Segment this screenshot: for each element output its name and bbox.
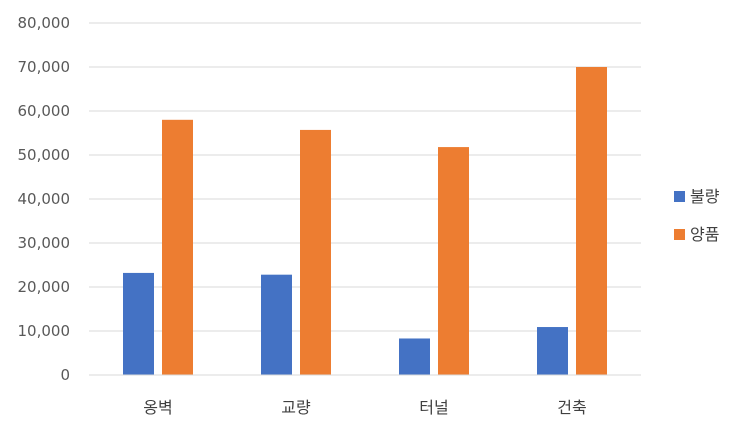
y-tick-label: 0 (60, 366, 70, 384)
legend-item-defect: 불량 (674, 187, 720, 206)
legend-swatch-good (674, 229, 685, 240)
bar-defect-2 (261, 274, 292, 375)
x-category-label: 건축 (557, 398, 586, 417)
bar-good-3 (438, 147, 469, 375)
bar-defect-1 (123, 272, 154, 375)
x-axis-category-labels: 옹벽 교량 터널 건축 (143, 398, 586, 417)
y-axis-tick-labels: 0 10,000 20,000 30,000 40,000 50,000 60,000 70,… (18, 14, 71, 384)
legend-label-defect: 불량 (690, 187, 720, 206)
bar-defect-3 (399, 338, 430, 375)
y-tick-label: 80,000 (18, 14, 71, 32)
bar-good-2 (300, 129, 331, 375)
y-tick-label: 30,000 (18, 234, 71, 252)
y-tick-label: 40,000 (18, 190, 71, 208)
bar-defect-4 (537, 327, 568, 375)
legend-label-good: 양품 (690, 225, 719, 244)
y-tick-label: 10,000 (18, 322, 71, 340)
legend-item-good: 양품 (674, 225, 719, 244)
bar-good-1 (162, 119, 193, 375)
legend-swatch-defect (674, 191, 685, 202)
y-tick-label: 20,000 (18, 278, 71, 296)
legend: 불량 양품 (674, 187, 720, 244)
y-tick-label: 70,000 (18, 58, 71, 76)
y-tick-label: 60,000 (18, 102, 71, 120)
bar-good-4 (576, 67, 607, 375)
x-category-label: 교량 (281, 398, 311, 417)
bars (123, 67, 607, 375)
x-category-label: 옹벽 (143, 398, 172, 417)
y-tick-label: 50,000 (18, 146, 71, 164)
x-category-label: 터널 (419, 398, 448, 417)
